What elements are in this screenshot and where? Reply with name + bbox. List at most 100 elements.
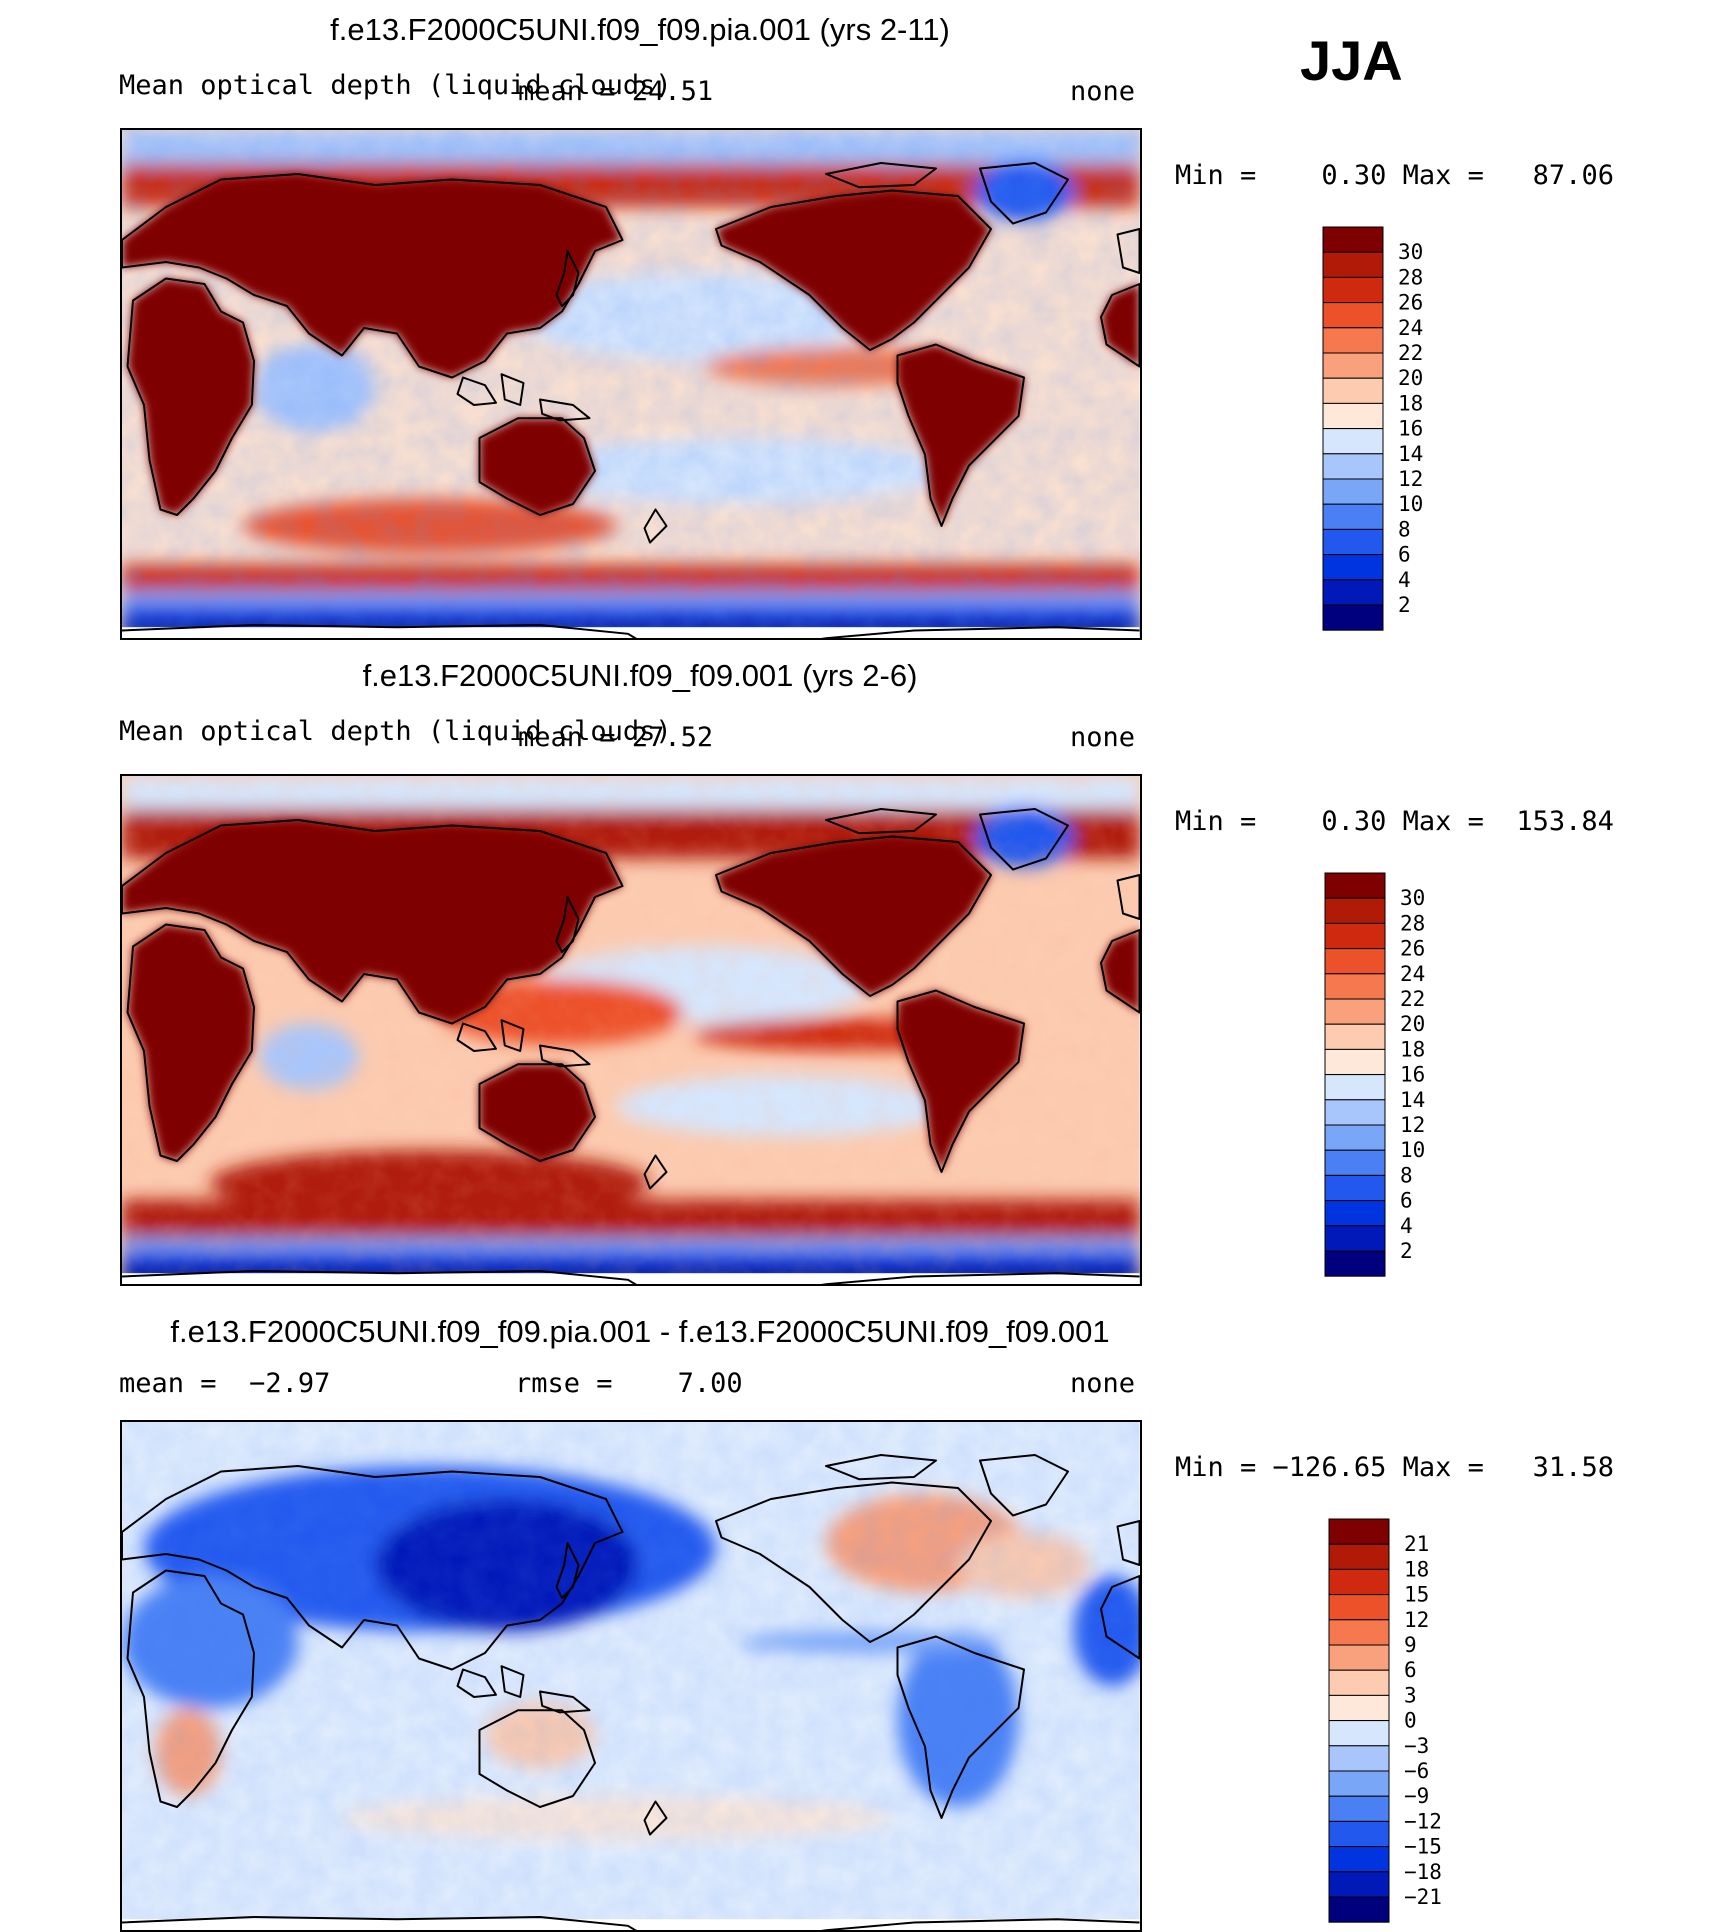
panel-3-min-value: −126.65 bbox=[1272, 1452, 1387, 1483]
colorbar-3-label: 18 bbox=[1404, 1557, 1429, 1581]
colorbar-1-box-7 bbox=[1322, 402, 1384, 430]
colorbar-1-label: 2 bbox=[1398, 593, 1411, 617]
colorbar-3-box-2 bbox=[1328, 1568, 1390, 1596]
colorbar-1-label: 20 bbox=[1398, 366, 1423, 390]
colorbar-2-box-8 bbox=[1324, 1074, 1386, 1101]
colorbar-2-label: 18 bbox=[1400, 1037, 1425, 1061]
colorbar-2-box-12 bbox=[1324, 1174, 1386, 1202]
colorbar-2-box-9 bbox=[1324, 1099, 1386, 1126]
colorbar-2-label: 14 bbox=[1400, 1088, 1425, 1112]
colorbar-1-box-4 bbox=[1322, 327, 1384, 354]
panel-1-variable: Mean optical depth (liquid clouds) bbox=[119, 70, 672, 101]
colorbar-3-box-10 bbox=[1328, 1770, 1390, 1797]
colorbar-3-label: 21 bbox=[1404, 1532, 1429, 1556]
colorbar-3-box-3 bbox=[1328, 1594, 1390, 1621]
colorbar-3-label: −21 bbox=[1404, 1885, 1442, 1909]
panel-2-colorbar: 30 28 26 24 22 20 18 16 14 12 10 8 6 4 2 bbox=[1324, 872, 1504, 1279]
colorbar-3-label: −6 bbox=[1404, 1759, 1429, 1783]
colorbar-2-box-2 bbox=[1324, 922, 1386, 950]
colorbar-1-label: 22 bbox=[1398, 341, 1423, 365]
panel-3-rmse-value: 7.00 bbox=[677, 1368, 743, 1399]
colorbar-3-label: −3 bbox=[1404, 1734, 1429, 1758]
panel-1-mean-label: mean = bbox=[518, 76, 616, 107]
colorbar-1-label: 26 bbox=[1398, 291, 1423, 315]
colorbar-2-box-7 bbox=[1324, 1048, 1386, 1076]
panel-2-title: f.e13.F2000C5UNI.f09_f09.001 (yrs 2-6) bbox=[362, 658, 918, 693]
colorbar-2-label: 22 bbox=[1400, 987, 1425, 1011]
colorbar-1-label: 8 bbox=[1398, 517, 1411, 541]
colorbar-1-box-14 bbox=[1322, 579, 1384, 606]
colorbar-3-box-8 bbox=[1328, 1720, 1390, 1747]
colorbar-2-label: 12 bbox=[1400, 1113, 1425, 1137]
colorbar-2-label: 6 bbox=[1400, 1189, 1413, 1213]
colorbar-3-box-6 bbox=[1328, 1669, 1390, 1696]
panel-3-minmax: Min = −126.65 Max = 31.58 bbox=[1175, 1452, 1614, 1483]
colorbar-2-box-11 bbox=[1324, 1149, 1386, 1176]
colorbar-1-box-3 bbox=[1322, 302, 1384, 329]
panel-2-minmax: Min = 0.30 Max = 153.84 bbox=[1175, 806, 1614, 837]
colorbar-2-box-1 bbox=[1324, 897, 1386, 924]
colorbar-1-box-13 bbox=[1322, 554, 1384, 581]
season-label: JJA bbox=[1300, 29, 1403, 92]
colorbar-3-box-11 bbox=[1328, 1795, 1390, 1822]
panel-2-map bbox=[120, 774, 1142, 1286]
panel-1-min-label: Min = bbox=[1175, 160, 1257, 191]
panel-1-max-value: 87.06 bbox=[1532, 160, 1614, 191]
colorbar-1-box-1 bbox=[1322, 251, 1384, 278]
colorbar-3-box-5 bbox=[1328, 1644, 1390, 1671]
colorbar-2-label: 26 bbox=[1400, 937, 1425, 961]
panel-1-minmax: Min = 0.30 Max = 87.06 bbox=[1175, 160, 1614, 191]
colorbar-1-box-12 bbox=[1322, 528, 1384, 556]
colorbar-2-box-10 bbox=[1324, 1124, 1386, 1151]
colorbar-3-box-12 bbox=[1328, 1820, 1390, 1848]
colorbar-2-box-14 bbox=[1324, 1225, 1386, 1252]
colorbar-1-box-2 bbox=[1322, 276, 1384, 304]
panel-1-colorbar: 30 28 26 24 22 20 18 16 14 12 10 8 6 4 2 bbox=[1322, 226, 1502, 633]
panel-3-mean: mean = −2.97 bbox=[119, 1368, 330, 1399]
panel-1-units: none bbox=[1070, 76, 1136, 107]
colorbar-2-label: 20 bbox=[1400, 1012, 1425, 1036]
panel-2-mean: mean = 27.52 bbox=[518, 722, 713, 753]
colorbar-1-label: 30 bbox=[1398, 240, 1423, 264]
colorbar-3-box-9 bbox=[1328, 1745, 1390, 1772]
colorbar-1-box-6 bbox=[1322, 377, 1384, 404]
colorbar-3-box-7 bbox=[1328, 1694, 1390, 1722]
colorbar-2-label: 30 bbox=[1400, 886, 1425, 910]
colorbar-2-box-4 bbox=[1324, 973, 1386, 1000]
panel-3-mean-label: mean = bbox=[119, 1368, 217, 1399]
panel-2-mean-label: mean = bbox=[518, 722, 616, 753]
colorbar-3-label: 3 bbox=[1404, 1683, 1417, 1707]
colorbar-2-label: 28 bbox=[1400, 911, 1425, 935]
colorbar-1-box-0 bbox=[1322, 226, 1384, 253]
panel-1-max-label: Max = bbox=[1402, 160, 1484, 191]
colorbar-1-box-10 bbox=[1322, 478, 1384, 505]
panel-2-mean-value: 27.52 bbox=[631, 722, 714, 753]
panel-3-rmse: rmse = 7.00 bbox=[515, 1368, 743, 1399]
colorbar-2-box-5 bbox=[1324, 998, 1386, 1025]
colorbar-3-box-14 bbox=[1328, 1871, 1390, 1898]
colorbar-3-label: 9 bbox=[1404, 1633, 1417, 1657]
colorbar-2-label: 4 bbox=[1400, 1214, 1413, 1238]
panel-3-mean-value: −2.97 bbox=[249, 1368, 331, 1399]
colorbar-1-box-9 bbox=[1322, 453, 1384, 480]
colorbar-3-label: −18 bbox=[1404, 1860, 1442, 1884]
colorbar-3-label: 0 bbox=[1404, 1709, 1417, 1733]
colorbar-2-box-13 bbox=[1324, 1200, 1386, 1227]
colorbar-3-box-0 bbox=[1328, 1518, 1390, 1545]
colorbar-3-label: −15 bbox=[1404, 1835, 1442, 1859]
colorbar-2-label: 10 bbox=[1400, 1138, 1425, 1162]
panel-2-min-label: Min = bbox=[1175, 806, 1257, 837]
colorbar-2-label: 8 bbox=[1400, 1163, 1413, 1187]
colorbar-3-box-4 bbox=[1328, 1619, 1390, 1646]
colorbar-1-label: 16 bbox=[1398, 417, 1423, 441]
colorbar-2-box-15 bbox=[1324, 1250, 1386, 1277]
panel-1-map bbox=[120, 128, 1142, 640]
panel-1-mean-value: 24.51 bbox=[631, 76, 714, 107]
colorbar-2-box-6 bbox=[1324, 1023, 1386, 1050]
panel-3-min-label: Min = bbox=[1175, 1452, 1257, 1483]
colorbar-3-label: −12 bbox=[1404, 1809, 1442, 1833]
colorbar-1-label: 24 bbox=[1398, 316, 1423, 340]
colorbar-1-label: 12 bbox=[1398, 467, 1423, 491]
colorbar-1-box-15 bbox=[1322, 604, 1384, 631]
colorbar-1-label: 28 bbox=[1398, 265, 1423, 289]
